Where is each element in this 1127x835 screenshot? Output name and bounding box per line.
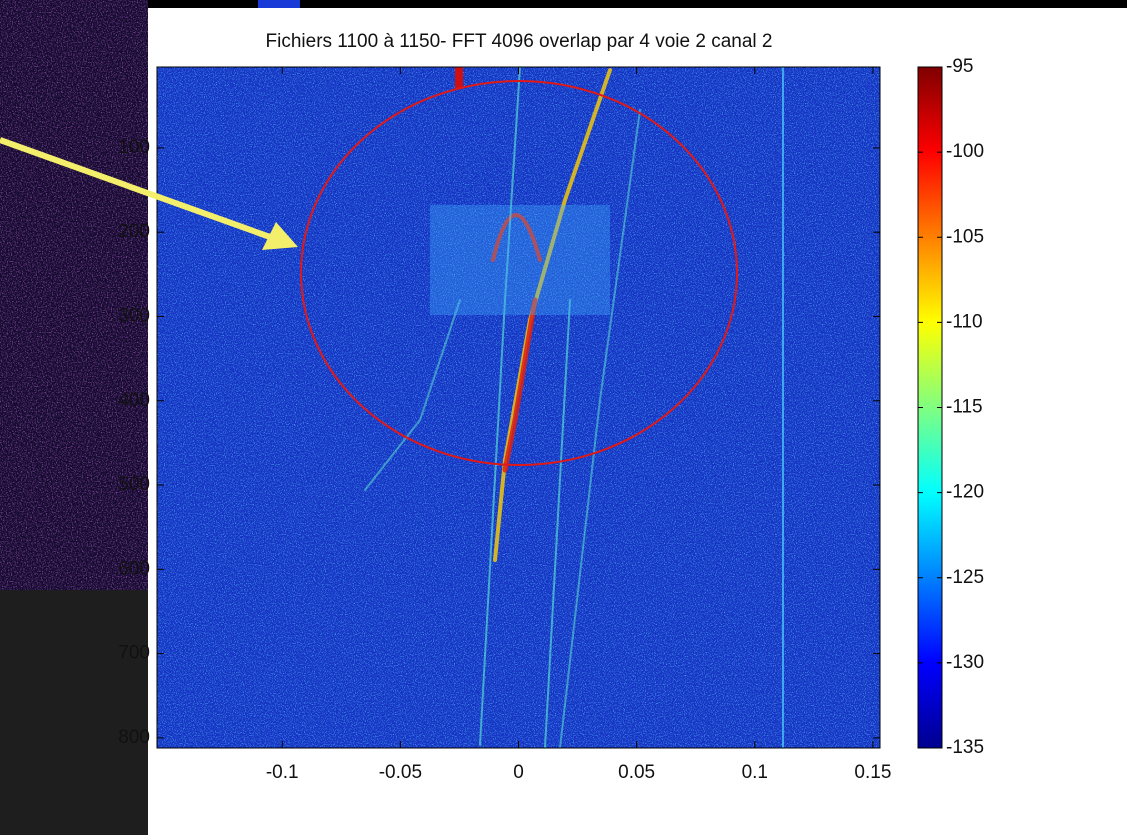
arrow-shaft [0,137,272,240]
colorbar-tick-label: -110 [946,311,983,332]
trace [455,67,463,89]
trace [502,297,538,473]
arrow-head [262,222,298,250]
colorbar-tick-label: -130 [946,652,984,673]
trace [559,109,641,749]
plot-area [156,66,881,749]
trace [491,213,542,262]
x-tick-label: 0.1 [742,762,768,783]
y-tick-label: 300 [118,305,150,326]
y-tick-label: 200 [118,221,150,242]
trace [479,66,521,746]
colorbar-tick-label: -105 [946,226,984,247]
colorbar-tick-label: -135 [946,737,984,758]
colorbar-tick-label: -125 [946,567,984,588]
heatmap-traces [364,66,784,749]
x-tick-label: 0.15 [854,762,891,783]
y-tick-label: 700 [118,643,150,664]
trace [544,299,571,749]
left-panel-texture [0,0,148,590]
y-tick-label: 600 [118,558,150,579]
x-tick-label: -0.05 [379,762,422,783]
y-tick-label: 100 [118,137,150,158]
x-tick-label: 0 [513,762,524,783]
highlight-ellipse [300,80,738,466]
chart-title: Fichiers 1100 à 1150- FFT 4096 overlap p… [266,31,773,52]
colorbar-tick-label: -100 [946,141,984,162]
trace [430,205,610,315]
x-tick-label: -0.1 [266,762,299,783]
colorbar-tick-label: -95 [946,56,973,77]
y-tick-label: 800 [118,727,150,748]
colorbar-tick-label: -115 [946,397,983,418]
colorbar-tick-label: -120 [946,482,984,503]
left-lower-panel [0,590,148,835]
y-tick-label: 400 [118,390,150,411]
y-tick-label: 500 [118,474,150,495]
x-tick-label: 0.05 [618,762,655,783]
trace [364,299,461,491]
